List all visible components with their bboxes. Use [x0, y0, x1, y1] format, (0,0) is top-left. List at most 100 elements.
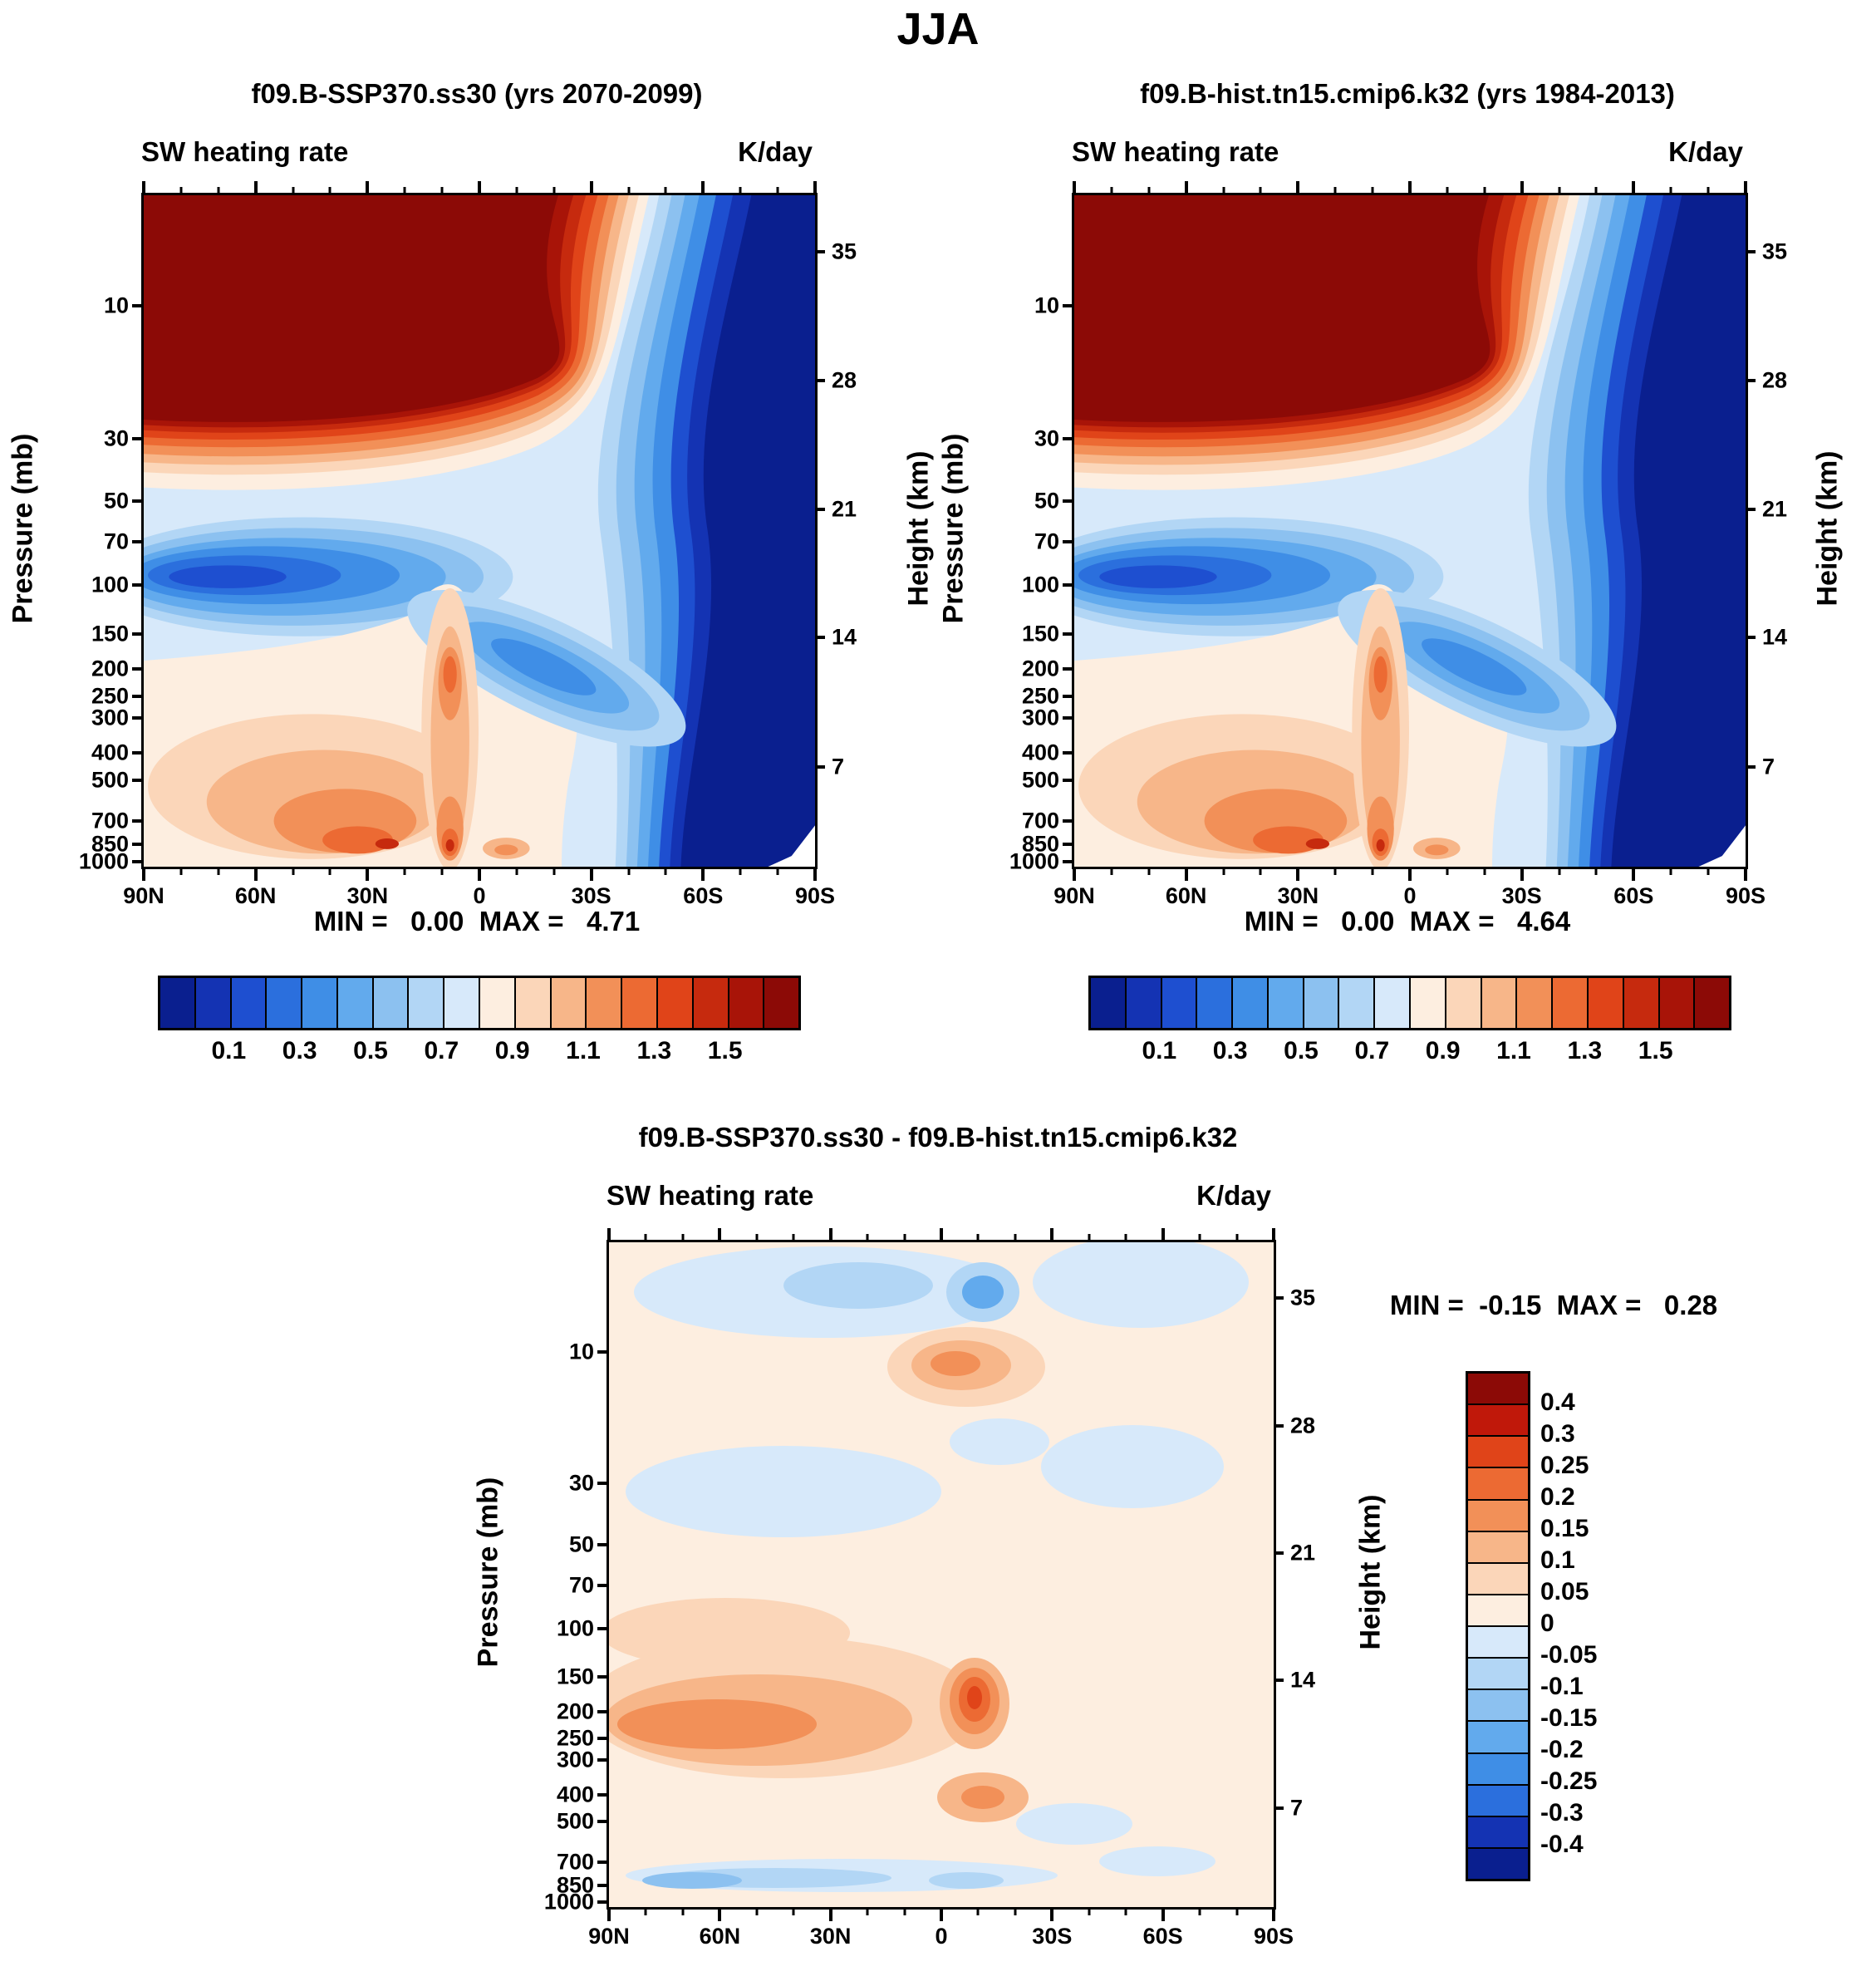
lat-minor-tick	[1594, 187, 1598, 195]
lat-minor-tick	[903, 1234, 906, 1242]
colorbar-cell	[1468, 1657, 1528, 1689]
colorbar-tick-label: 0.5	[1284, 1037, 1319, 1064]
height-tick-label: 7	[832, 754, 845, 779]
pressure-tick-label: 850	[556, 1872, 594, 1898]
pressure-tick	[132, 694, 144, 698]
colorbar-cell	[1338, 978, 1374, 1028]
panel-subtitle-row: SW heating rate K/day	[607, 1180, 1271, 1212]
lat-minor-tick	[1259, 187, 1262, 195]
lat-minor-tick	[328, 187, 331, 195]
pressure-tick-label: 150	[556, 1664, 594, 1689]
colorbar-tick-label: 1.5	[707, 1037, 743, 1064]
variable-label: SW heating rate	[1072, 136, 1279, 167]
variable-label: SW heating rate	[607, 1180, 814, 1211]
lat-minor-tick	[292, 187, 295, 195]
lat-major-tick	[1632, 181, 1636, 195]
pressure-tick	[132, 632, 144, 637]
colorbar-cell	[1468, 1720, 1528, 1752]
lat-major-tick	[1408, 867, 1412, 881]
stats-minmax-hist: MIN = 0.00 MAX = 4.64	[1244, 906, 1571, 936]
colorbar-tick-label: -0.4	[1540, 1831, 1584, 1858]
lat-major-tick	[1632, 867, 1636, 881]
colorbar-cell	[1468, 1374, 1528, 1404]
lat-minor-tick	[627, 187, 631, 195]
lat-major-tick	[589, 867, 593, 881]
height-tick-label: 7	[1762, 754, 1775, 779]
colorbar-cell	[691, 978, 728, 1028]
height-tick	[815, 636, 825, 640]
lat-minor-tick	[440, 187, 444, 195]
height-tick-label: 28	[832, 367, 857, 393]
lat-tick-label: 30N	[809, 1924, 852, 1949]
lat-minor-tick	[1707, 187, 1710, 195]
colorbar-cell	[1468, 1752, 1528, 1784]
lat-minor-tick	[1088, 1907, 1091, 1915]
height-tick-label: 35	[1290, 1285, 1316, 1310]
pressure-tick-label: 400	[91, 740, 129, 765]
colorbar-cell	[1480, 978, 1516, 1028]
pressure-tick-label: 50	[103, 488, 129, 514]
pressure-tick	[597, 1758, 609, 1762]
colorbar-tick-label: 0.15	[1540, 1515, 1589, 1542]
pressure-tick-label: 500	[1021, 767, 1059, 793]
lat-tick-label: 60S	[1142, 1924, 1183, 1949]
colorbar-tick-label: 0.3	[1540, 1420, 1575, 1448]
colorbar-tick-label: 0.3	[1212, 1037, 1248, 1064]
pressure-tick-label: 400	[556, 1782, 594, 1807]
pressure-tick	[597, 1543, 609, 1546]
height-tick-label: 28	[1290, 1413, 1316, 1438]
lat-major-tick	[1050, 1907, 1054, 1921]
colorbar-cell	[1693, 978, 1730, 1028]
pressure-tick-label: 70	[103, 528, 129, 554]
lat-major-tick	[142, 181, 145, 195]
pressure-tick-label: 250	[1021, 683, 1059, 709]
colorbar-cell	[160, 978, 194, 1028]
height-tick	[815, 508, 825, 512]
pressure-tick	[1063, 819, 1074, 823]
pressure-tick	[132, 716, 144, 720]
lat-minor-tick	[664, 187, 667, 195]
lat-major-tick	[1408, 181, 1412, 195]
colorbar-tick-label: 0.05	[1540, 1578, 1589, 1605]
lat-tick-label: 30S	[1032, 1924, 1073, 1949]
pressure-tick-label: 30	[568, 1470, 594, 1496]
lat-minor-tick	[681, 1907, 685, 1915]
pressure-tick	[1063, 716, 1074, 720]
height-tick-label: 14	[1290, 1667, 1316, 1693]
lat-tick-label: 60N	[699, 1924, 741, 1949]
stats-minmax-ssp370: MIN = 0.00 MAX = 4.71	[313, 906, 641, 936]
colorbar-cell	[1468, 1561, 1528, 1594]
pressure-tick-label: 100	[556, 1615, 594, 1641]
pressure-tick-label: 250	[556, 1725, 594, 1751]
lat-tick-label: 30S	[571, 883, 611, 908]
lat-minor-tick	[792, 1234, 795, 1242]
lat-minor-tick	[776, 187, 779, 195]
height-tick	[815, 249, 825, 253]
lat-major-tick	[366, 181, 370, 195]
lat-major-tick	[253, 867, 258, 881]
lat-minor-tick	[515, 187, 518, 195]
height-tick-label: 21	[832, 496, 857, 522]
lat-minor-tick	[1014, 1234, 1017, 1242]
lat-minor-tick	[776, 867, 779, 875]
lat-minor-tick	[1198, 1234, 1201, 1242]
lat-tick-label: 90S	[1725, 883, 1766, 908]
lat-major-tick	[1184, 181, 1188, 195]
pressure-tick	[1063, 583, 1074, 587]
pressure-tick	[1063, 539, 1074, 543]
lat-tick-label: 0	[935, 1924, 948, 1949]
pressure-tick	[132, 860, 144, 864]
pressure-tick	[132, 778, 144, 782]
pressure-tick	[132, 437, 144, 441]
colorbar-cell	[1160, 978, 1196, 1028]
pressure-tick-label: 70	[568, 1572, 594, 1598]
colorbar-tick-label: -0.2	[1540, 1736, 1584, 1763]
colorbar-tick-label: 1.3	[1567, 1037, 1603, 1064]
lat-minor-tick	[1558, 187, 1561, 195]
lat-minor-tick	[866, 1234, 869, 1242]
contour-field-hist	[1074, 195, 1746, 867]
lat-minor-tick	[644, 1234, 647, 1242]
lat-major-tick	[1296, 867, 1300, 881]
pressure-tick-label: 1000	[543, 1889, 594, 1915]
lat-tick-label: 90S	[794, 883, 836, 908]
